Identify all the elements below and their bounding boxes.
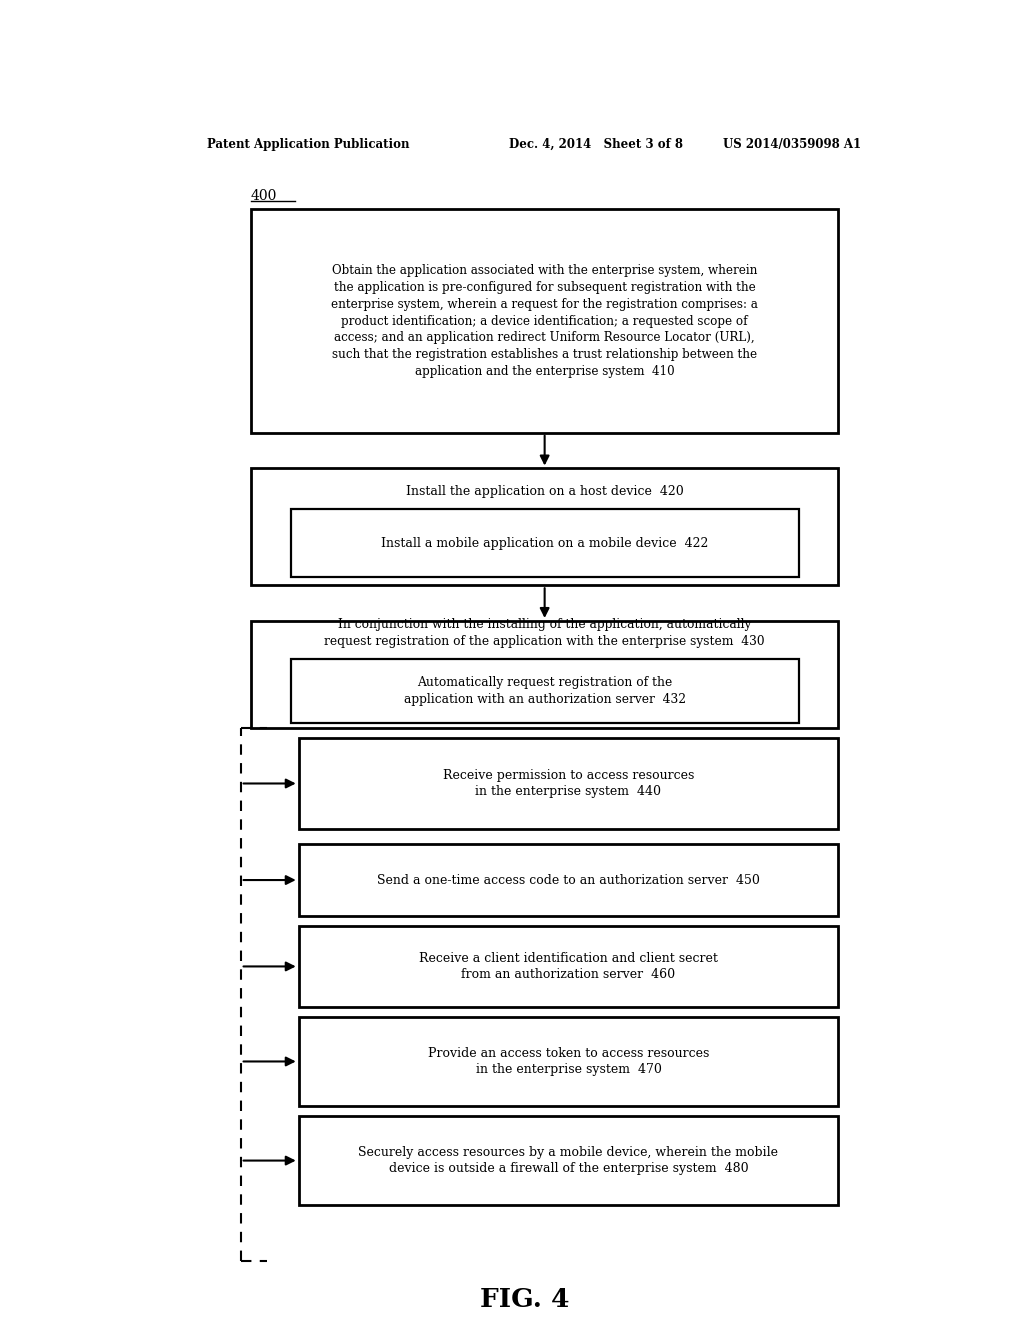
FancyBboxPatch shape	[299, 1018, 839, 1106]
Text: Patent Application Publication: Patent Application Publication	[207, 139, 410, 150]
Text: Install the application on a host device  ​420: Install the application on a host device…	[406, 486, 683, 498]
FancyBboxPatch shape	[251, 620, 839, 727]
Text: Obtain the application associated with the enterprise system, wherein
the applic: Obtain the application associated with t…	[331, 264, 758, 378]
FancyBboxPatch shape	[251, 469, 839, 585]
FancyBboxPatch shape	[299, 1115, 839, 1205]
FancyBboxPatch shape	[251, 210, 839, 433]
FancyBboxPatch shape	[299, 845, 839, 916]
Text: Install a mobile application on a mobile device  ​422: Install a mobile application on a mobile…	[381, 537, 709, 549]
Text: In conjunction with the installing of the application, automatically
request reg: In conjunction with the installing of th…	[325, 618, 765, 648]
Text: Securely access resources by a mobile device, wherein the mobile
device is outsi: Securely access resources by a mobile de…	[358, 1146, 778, 1176]
Text: 400: 400	[251, 189, 278, 203]
FancyBboxPatch shape	[291, 510, 799, 577]
Text: Receive a client identification and client secret
from an authorization server  : Receive a client identification and clie…	[419, 952, 718, 981]
Text: Send a one-time access code to an authorization server  ​450: Send a one-time access code to an author…	[377, 874, 760, 887]
Text: Provide an access token to access resources
in the enterprise system  ​470: Provide an access token to access resour…	[428, 1047, 710, 1076]
FancyBboxPatch shape	[299, 925, 839, 1007]
Text: FIG. 4: FIG. 4	[480, 1287, 569, 1312]
FancyBboxPatch shape	[291, 660, 799, 722]
Text: US 2014/0359098 A1: US 2014/0359098 A1	[723, 139, 861, 150]
FancyBboxPatch shape	[299, 738, 839, 829]
Text: Dec. 4, 2014   Sheet 3 of 8: Dec. 4, 2014 Sheet 3 of 8	[509, 139, 683, 150]
Text: Automatically request registration of the
application with an authorization serv: Automatically request registration of th…	[403, 676, 686, 706]
Text: Receive permission to access resources
in the enterprise system  ​440: Receive permission to access resources i…	[442, 768, 694, 799]
